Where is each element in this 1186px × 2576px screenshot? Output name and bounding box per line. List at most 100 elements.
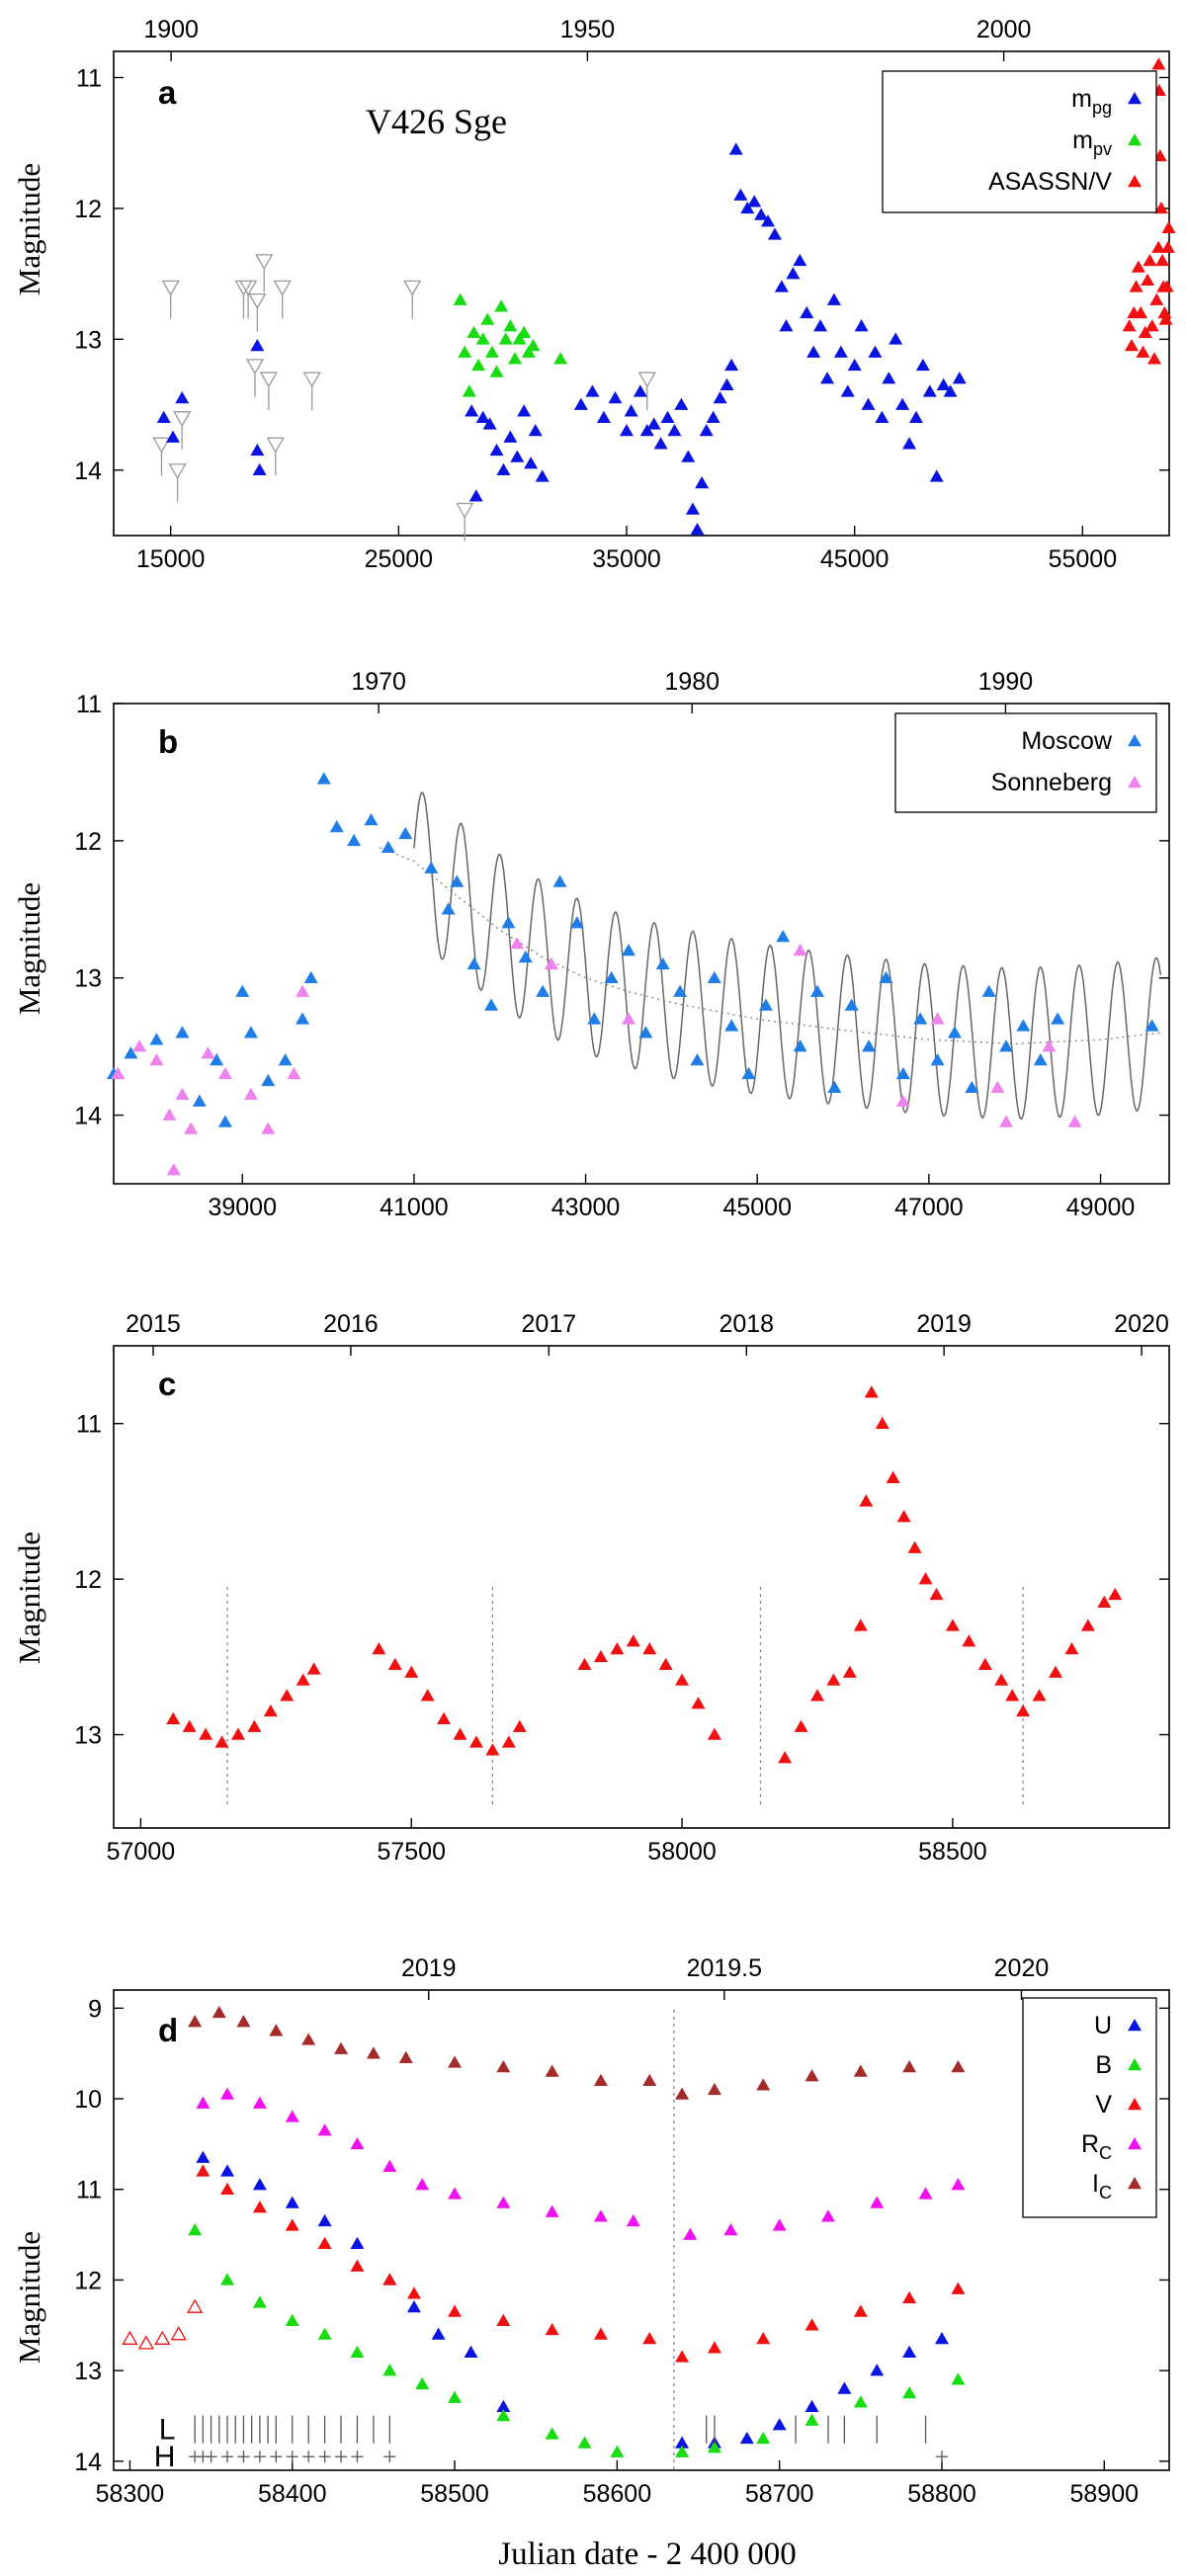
- data-point-b: [545, 2427, 559, 2440]
- top-tick-label: 2019: [916, 1310, 972, 1338]
- data-point-u: [739, 2431, 754, 2445]
- data-point-b: [675, 2445, 690, 2457]
- data-point-rc: [545, 2204, 559, 2217]
- data-point-asassn: [263, 1703, 278, 1717]
- y-tick-label: 11: [76, 691, 102, 718]
- panel-d: Magnitude d Julian date - 2 400 000 5830…: [12, 1954, 1170, 2572]
- data-point-asassnv: [1129, 280, 1144, 292]
- data-point-rc: [723, 2223, 738, 2236]
- legend-marker: [1128, 2177, 1142, 2190]
- data-point-v: [756, 2332, 771, 2345]
- data-point-mpg: [699, 424, 714, 437]
- legend-label: RC: [1081, 2130, 1112, 2163]
- data-point-sonneberg: [999, 1115, 1014, 1127]
- data-point-mpg: [943, 384, 958, 397]
- data-point-mpg: [252, 462, 267, 476]
- top-tick-label: 1980: [664, 668, 720, 696]
- data-point-moscow: [587, 1012, 602, 1025]
- data-point-u: [431, 2327, 446, 2340]
- data-point-asassn: [691, 1697, 706, 1709]
- legend-label: V: [1095, 2091, 1112, 2119]
- data-point-asassn: [875, 1416, 890, 1429]
- data-point-rc: [820, 2209, 835, 2222]
- data-point-ic: [188, 2015, 203, 2028]
- y-tick-label: 14: [74, 457, 102, 485]
- ylabel-c: Magnitude: [12, 1532, 46, 1664]
- top-tick-label: 1900: [143, 16, 199, 43]
- data-point-asassn: [642, 1641, 657, 1655]
- data-point-mpg: [175, 390, 190, 404]
- data-point-asassn: [1108, 1587, 1123, 1601]
- data-point-sonneberg: [296, 984, 310, 997]
- data-point-moscow: [947, 1026, 962, 1039]
- data-point-moscow: [999, 1039, 1014, 1052]
- data-point-rc: [593, 2209, 608, 2222]
- data-point-v: [853, 2304, 868, 2317]
- x-tick-label: 58700: [745, 2480, 814, 2508]
- data-point-mpv: [507, 352, 522, 365]
- upper-limit-marker: [266, 437, 285, 454]
- data-point-asassn: [1097, 1595, 1112, 1608]
- data-point-asassnv: [1144, 319, 1159, 332]
- data-point-mpv: [471, 358, 486, 372]
- chart-title: V426 Sge: [366, 102, 507, 141]
- data-point-ic: [301, 2033, 316, 2045]
- data-point-mpv: [512, 332, 527, 345]
- data-point-mpg: [165, 430, 180, 443]
- data-point-v: [252, 2201, 267, 2213]
- data-point-moscow: [930, 1053, 945, 1066]
- data-point-rc: [317, 2123, 332, 2136]
- early-open-point: [122, 2330, 138, 2345]
- legend-label: mpg: [1071, 85, 1112, 118]
- data-point-mpg: [833, 345, 848, 358]
- data-point-moscow: [261, 1073, 276, 1087]
- data-point-v: [350, 2259, 365, 2272]
- data-point-moscow: [793, 1039, 807, 1052]
- data-point-v: [496, 2313, 511, 2326]
- data-point-mpg: [813, 319, 828, 332]
- data-point-u: [196, 2150, 211, 2163]
- legend-label: mpv: [1072, 126, 1112, 159]
- top-tick-label: 1950: [560, 16, 616, 43]
- data-point-asassn: [994, 1673, 1009, 1686]
- data-point-moscow: [1144, 1019, 1159, 1032]
- upper-limit-marker: [238, 280, 258, 296]
- panel-letter-b: b: [158, 723, 178, 760]
- data-point-mpg: [535, 469, 550, 482]
- top-tick-label: 2018: [719, 1310, 774, 1338]
- data-point-mpg: [503, 430, 518, 443]
- y-tick-label: 12: [74, 2267, 102, 2294]
- data-point-asassnv: [1149, 292, 1164, 305]
- upper-limit-marker: [302, 372, 321, 388]
- data-point-mpg: [733, 188, 748, 201]
- data-point-asassn: [977, 1657, 992, 1670]
- data-point-asassn: [1064, 1641, 1079, 1655]
- legend-marker: [1128, 2019, 1142, 2032]
- data-point-mpg: [819, 372, 834, 384]
- data-point-mpg: [929, 469, 944, 482]
- data-point-mpg: [767, 227, 782, 240]
- data-point-asassn: [280, 1689, 295, 1702]
- data-point-mpv: [489, 365, 504, 377]
- marker-row-label: H: [154, 2441, 176, 2473]
- legend-label: IC: [1092, 2170, 1112, 2202]
- upper-limit-marker: [403, 280, 422, 296]
- data-point-v: [642, 2332, 657, 2345]
- upper-limit-marker: [173, 411, 192, 428]
- data-point-mpg: [895, 397, 910, 410]
- top-tick-label: 2020: [1114, 1310, 1169, 1338]
- data-point-mpg: [868, 345, 883, 358]
- data-point-mpg: [624, 404, 638, 417]
- data-point-asassn: [437, 1711, 452, 1725]
- data-point-v: [448, 2304, 463, 2317]
- data-point-rc: [415, 2178, 430, 2191]
- data-point-moscow: [673, 984, 688, 997]
- data-point-moscow: [296, 1012, 310, 1025]
- data-point-mpg: [646, 417, 661, 430]
- legend-marker: [1128, 92, 1142, 105]
- data-point-asassnv: [1157, 305, 1172, 319]
- data-point-asassn: [512, 1719, 527, 1732]
- data-point-sonneberg: [1042, 1039, 1057, 1052]
- data-point-asassn: [675, 1673, 690, 1686]
- data-point-mpg: [854, 319, 869, 332]
